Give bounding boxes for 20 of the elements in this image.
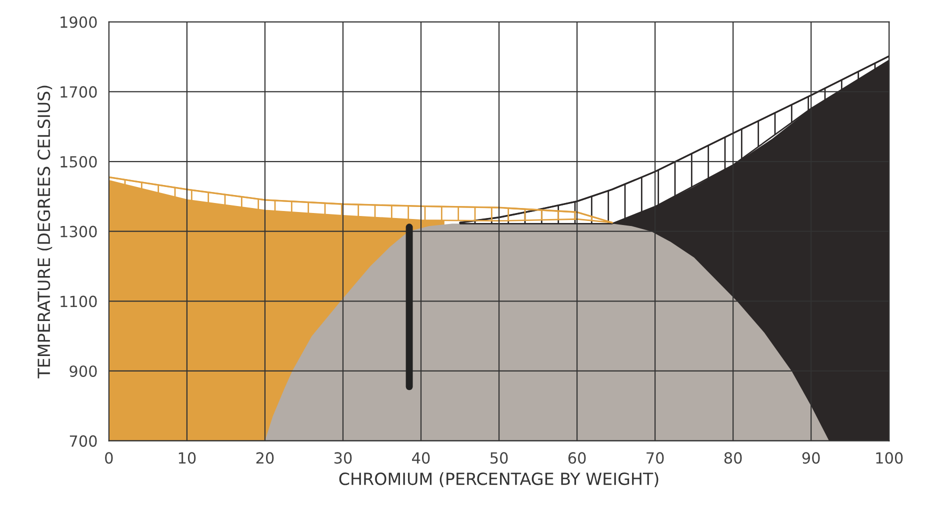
y-tick-label: 1500 (60, 156, 97, 168)
x-tick-label: 70 (646, 452, 664, 464)
x-axis-title: CHROMIUM (PERCENTAGE BY WEIGHT) (339, 472, 658, 488)
y-tick-label: 900 (70, 365, 97, 377)
y-tick-label: 700 (70, 435, 97, 447)
x-tick-label: 90 (802, 452, 820, 464)
x-tick-label: 30 (334, 452, 352, 464)
y-tick-label: 1100 (60, 296, 97, 308)
y-axis-title: TEMPERATURE (DEGREES CELSIUS) (37, 86, 52, 378)
x-tick-label: 100 (876, 452, 903, 464)
x-tick-label: 60 (568, 452, 586, 464)
x-tick-label: 80 (724, 452, 742, 464)
x-tick-label: 20 (256, 452, 274, 464)
x-tick-label: 40 (412, 452, 430, 464)
y-tick-label: 1900 (60, 16, 97, 28)
x-tick-label: 0 (105, 452, 113, 464)
y-tick-label: 1700 (60, 86, 97, 98)
y-tick-label: 1300 (60, 226, 97, 238)
x-tick-label: 10 (178, 452, 196, 464)
x-tick-label: 50 (490, 452, 508, 464)
